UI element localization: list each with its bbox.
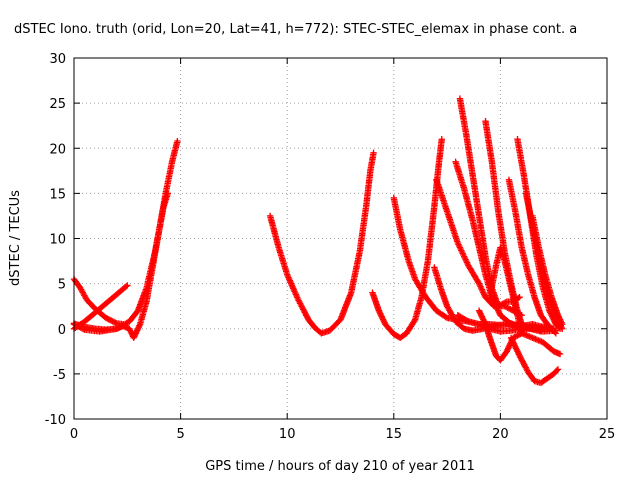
series-layer [70, 95, 566, 387]
data-point [122, 283, 130, 290]
data-point [502, 299, 509, 306]
data-series [529, 212, 566, 328]
x-tick-label: 25 [599, 427, 616, 442]
data-point [554, 366, 562, 373]
data-point [80, 325, 87, 333]
data-series [70, 275, 127, 328]
data-point [411, 317, 418, 325]
data-point [174, 137, 181, 145]
data-point [516, 293, 523, 301]
data-series [266, 149, 377, 337]
chart-title: dSTEC Iono. truth (orid, Lon=20, Lat=41,… [14, 22, 577, 37]
data-point [518, 330, 525, 337]
x-tick-label: 20 [492, 427, 509, 442]
x-tick-label: 5 [176, 427, 184, 442]
y-tick-label: 30 [49, 52, 66, 67]
y-tick-label: 20 [49, 142, 66, 157]
data-point [556, 350, 564, 358]
plot-frame [73, 57, 608, 420]
y-tick-label: 5 [58, 278, 66, 293]
y-axis-label: dSTEC / TECUs [8, 190, 23, 286]
data-point [559, 321, 566, 328]
y-tick-label: 10 [49, 233, 66, 248]
data-series [369, 136, 445, 341]
x-axis-label: GPS time / hours of day 210 of year 2011 [205, 459, 475, 474]
data-point [438, 136, 445, 143]
data-series [505, 176, 560, 337]
y-tick-label: -5 [53, 368, 66, 383]
data-series [70, 137, 181, 341]
data-point [370, 149, 377, 156]
y-tick-label: 15 [49, 187, 66, 202]
data-point [553, 367, 561, 374]
y-tick-label: 25 [49, 97, 66, 112]
y-tick-label: 0 [58, 323, 66, 338]
data-series [70, 190, 172, 335]
data-point [442, 313, 449, 321]
x-tick-label: 0 [70, 427, 78, 442]
y-tick-label: -10 [45, 413, 66, 428]
data-point [551, 328, 558, 336]
data-point [463, 317, 471, 324]
x-tick-label: 15 [386, 427, 403, 442]
data-point [164, 190, 172, 197]
y-axis-ticks: -10 -5 0 5 10 15 20 25 30 [45, 52, 607, 428]
data-point [124, 282, 131, 289]
data-series [486, 244, 525, 337]
x-tick-label: 10 [279, 427, 296, 442]
data-point [552, 330, 560, 337]
data-series [507, 334, 562, 387]
x-axis-ticks: 0 5 10 15 20 25 [70, 58, 615, 442]
data-series [70, 282, 131, 332]
